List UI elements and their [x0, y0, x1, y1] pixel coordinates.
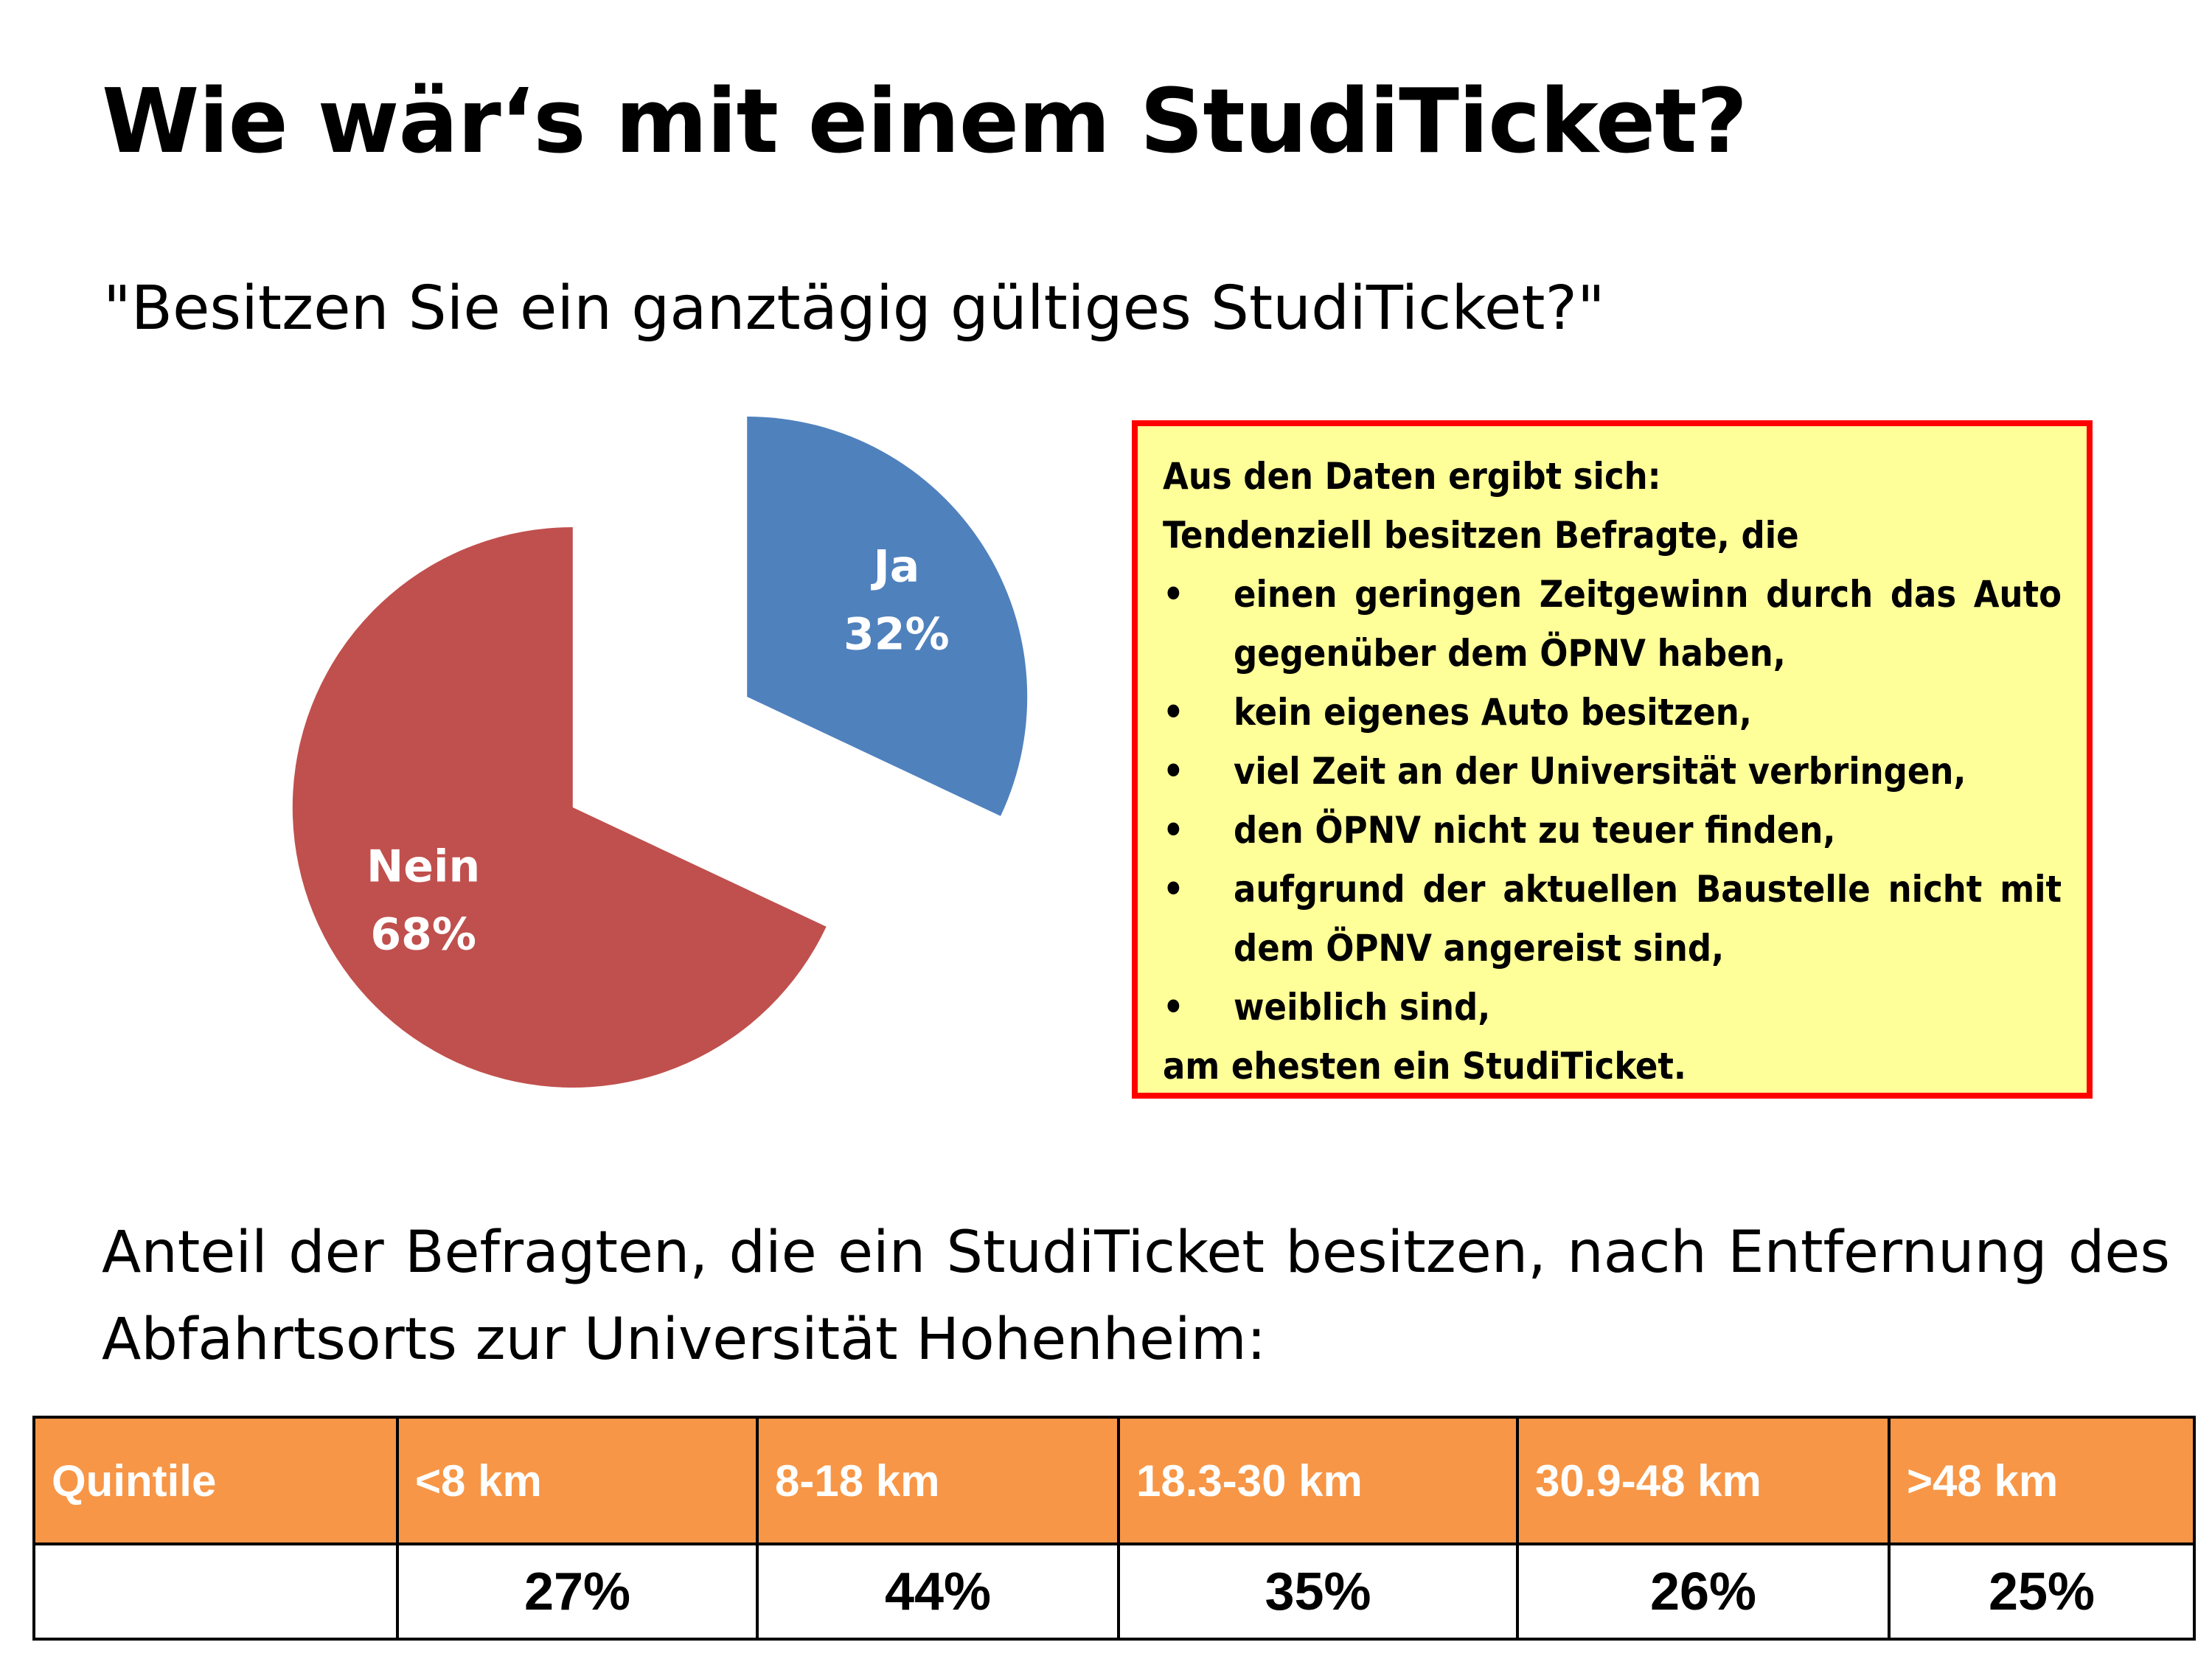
header-distance: <8 km [396, 1416, 759, 1545]
header-distance: >48 km [1888, 1416, 2196, 1545]
bullet-icon: • [1163, 986, 1184, 1029]
summary-callout: Aus den Daten ergibt sich: Tendenziell b… [1132, 420, 2093, 1099]
distance-quintile-table: Quintile <8 km 8-18 km 18.3-30 km 30.9-4… [32, 1416, 2196, 1641]
callout-bullet: • kein eigenes Auto besitzen, [1163, 683, 2062, 742]
callout-bullet-text: aufgrund der aktuellen Baustelle nicht m… [1234, 868, 2062, 970]
share-value: 25% [1888, 1543, 2196, 1641]
callout-bullet-text: weiblich sind, [1234, 986, 1491, 1029]
share-value: 26% [1516, 1543, 1891, 1641]
header-distance: 18.3-30 km [1117, 1416, 1519, 1545]
share-value: 27% [396, 1543, 759, 1641]
pie-label-nein: Nein [366, 841, 480, 893]
callout-bullet: • aufgrund der aktuellen Baustelle nicht … [1163, 860, 2062, 978]
callout-conclusion: am ehesten ein StudiTicket. [1163, 1045, 1687, 1088]
bullet-icon: • [1163, 809, 1184, 852]
survey-question: "Besitzen Sie ein ganztägig gültiges Stu… [103, 274, 1605, 344]
callout-bullet-text: viel Zeit an der Universität verbringen, [1234, 750, 1966, 793]
row-label [32, 1543, 399, 1641]
pie-value-nein: 68% [370, 909, 476, 961]
callout-bullet: • viel Zeit an der Universität verbringen… [1163, 742, 2062, 801]
header-distance: 30.9-48 km [1516, 1416, 1891, 1545]
pie-label-ja: Ja [870, 540, 919, 592]
callout-list: • einen geringen Zeitgewinn durch das Aut… [1163, 565, 2062, 1037]
pie-slice-nein [292, 527, 827, 1088]
pie-labels: Ja 32% Nein 68% [366, 540, 950, 960]
bullet-icon: • [1163, 573, 1184, 616]
share-value: 44% [756, 1543, 1120, 1641]
callout-lead: Tendenziell besitzen Befragte, die [1163, 514, 1799, 557]
table-row: 27% 44% 35% 26% 25% [32, 1543, 2196, 1641]
callout-bullet-text: einen geringen Zeitgewinn durch das Auto… [1234, 573, 2062, 675]
bullet-icon: • [1163, 691, 1184, 734]
callout-bullet-text: kein eigenes Auto besitzen, [1234, 691, 1752, 734]
bullet-icon: • [1163, 750, 1184, 793]
callout-intro: Aus den Daten ergibt sich: [1163, 455, 1661, 498]
bullet-icon: • [1163, 868, 1184, 911]
callout-bullet-text: den ÖPNV nicht zu teuer finden, [1234, 809, 1836, 852]
slide-title: Wie wär‘s mit einem StudiTicket? [102, 71, 1747, 173]
callout-bullet: • den ÖPNV nicht zu teuer finden, [1163, 801, 2062, 860]
pie-value-ja: 32% [844, 608, 950, 660]
header-distance: 8-18 km [756, 1416, 1120, 1545]
header-quintile: Quintile [32, 1416, 399, 1545]
callout-bullet: • weiblich sind, [1163, 978, 2062, 1037]
pie-slice-ja [747, 416, 1028, 816]
callout-bullet: • einen geringen Zeitgewinn durch das Aut… [1163, 565, 2062, 683]
pie-slices [292, 416, 1028, 1088]
share-value: 35% [1117, 1543, 1519, 1641]
table-header-row: Quintile <8 km 8-18 km 18.3-30 km 30.9-4… [32, 1416, 2196, 1545]
distance-description: Anteil der Befragten, die ein StudiTicke… [102, 1220, 2170, 1373]
